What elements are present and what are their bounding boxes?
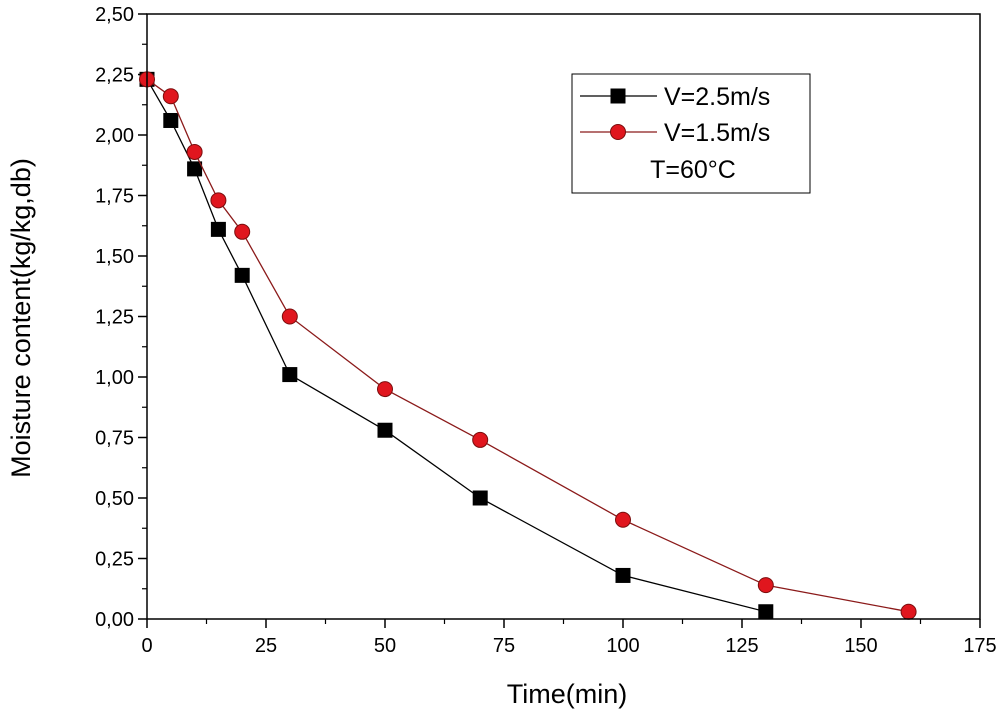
data-point [282,367,298,383]
data-point [163,112,179,128]
data-point [234,223,251,240]
y-tick-label: 0,25 [95,549,134,571]
data-point [187,161,203,177]
x-tick-label: 175 [963,635,996,657]
data-point [162,88,179,105]
legend-item-1: V=2.5m/s [580,83,770,111]
y-tick-label: 1,50 [95,246,134,268]
data-point [615,567,631,583]
data-point [472,431,489,448]
data-point [210,192,227,209]
series-layer [139,71,917,620]
data-point [615,511,631,528]
x-tick-label: 125 [725,635,758,657]
series-line [146,78,766,613]
y-tick-label: 2,25 [95,65,134,87]
x-tick-label: 75 [493,635,515,657]
x-axis-title: Time(min) [507,679,628,709]
plot-frame [146,13,981,620]
x-tick-label: 150 [844,635,877,657]
x-tick-label: 100 [606,635,639,657]
data-point [900,603,917,620]
y-tick-label: 1,00 [95,367,134,389]
data-point [758,604,774,620]
y-tick-label: 0,00 [95,609,134,631]
legend-marker [610,88,626,104]
x-tick-label: 50 [374,635,396,657]
data-point [377,422,393,438]
y-tick-label: 1,75 [95,186,134,208]
y-tick-label: 2,50 [95,4,134,26]
y-tick-label: 1,25 [95,307,134,329]
legend-note: T=60°C [650,156,736,184]
legend-label: V=1.5m/s [664,119,770,147]
legend-label: V=2.5m/s [664,83,770,111]
legend-items: V=2.5m/s V=1.5m/s [580,83,770,147]
y-tick-label: 0,75 [95,428,134,450]
data-point [234,267,250,283]
x-tick-label: 25 [255,635,277,657]
y-tick-label: 0,50 [95,488,134,510]
data-point [757,577,774,594]
legend-item-2: V=1.5m/s [580,119,770,147]
data-point [210,221,226,237]
data-point [281,308,298,325]
data-point [472,490,488,506]
y-tick-label: 2,00 [95,125,134,147]
ticks-layer [138,13,981,628]
legend-marker [610,124,626,140]
x-tick-label: 0 [141,635,152,657]
tick-labels-layer: 0 25 50 75 100 125 150 175 0,00 0,25 0,50 0,75 1,00 1… [95,4,997,657]
data-point [186,143,203,160]
y-axis-title: Moisture content(kg/kg,db) [6,158,36,478]
data-point [377,381,393,398]
legend: V=2.5m/s V=1.5m/s T=60°C [571,73,811,194]
